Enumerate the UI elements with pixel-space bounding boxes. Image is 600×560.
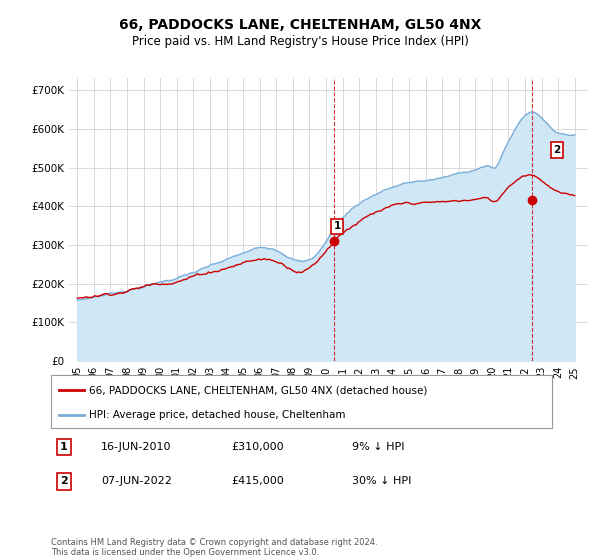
Text: 07-JUN-2022: 07-JUN-2022 <box>101 477 172 487</box>
Text: 16-JUN-2010: 16-JUN-2010 <box>101 442 172 452</box>
Text: £310,000: £310,000 <box>232 442 284 452</box>
Text: Price paid vs. HM Land Registry's House Price Index (HPI): Price paid vs. HM Land Registry's House … <box>131 35 469 49</box>
Text: Contains HM Land Registry data © Crown copyright and database right 2024.
This d: Contains HM Land Registry data © Crown c… <box>51 538 377 557</box>
Text: 9% ↓ HPI: 9% ↓ HPI <box>352 442 404 452</box>
Text: 66, PADDOCKS LANE, CHELTENHAM, GL50 4NX: 66, PADDOCKS LANE, CHELTENHAM, GL50 4NX <box>119 18 481 32</box>
Text: £415,000: £415,000 <box>232 477 284 487</box>
Text: 2: 2 <box>554 145 561 155</box>
Text: 66, PADDOCKS LANE, CHELTENHAM, GL50 4NX (detached house): 66, PADDOCKS LANE, CHELTENHAM, GL50 4NX … <box>89 385 427 395</box>
Text: HPI: Average price, detached house, Cheltenham: HPI: Average price, detached house, Chel… <box>89 410 345 420</box>
Text: 1: 1 <box>59 442 67 452</box>
Text: 2: 2 <box>59 477 67 487</box>
Text: 1: 1 <box>334 221 341 231</box>
Text: 30% ↓ HPI: 30% ↓ HPI <box>352 477 411 487</box>
